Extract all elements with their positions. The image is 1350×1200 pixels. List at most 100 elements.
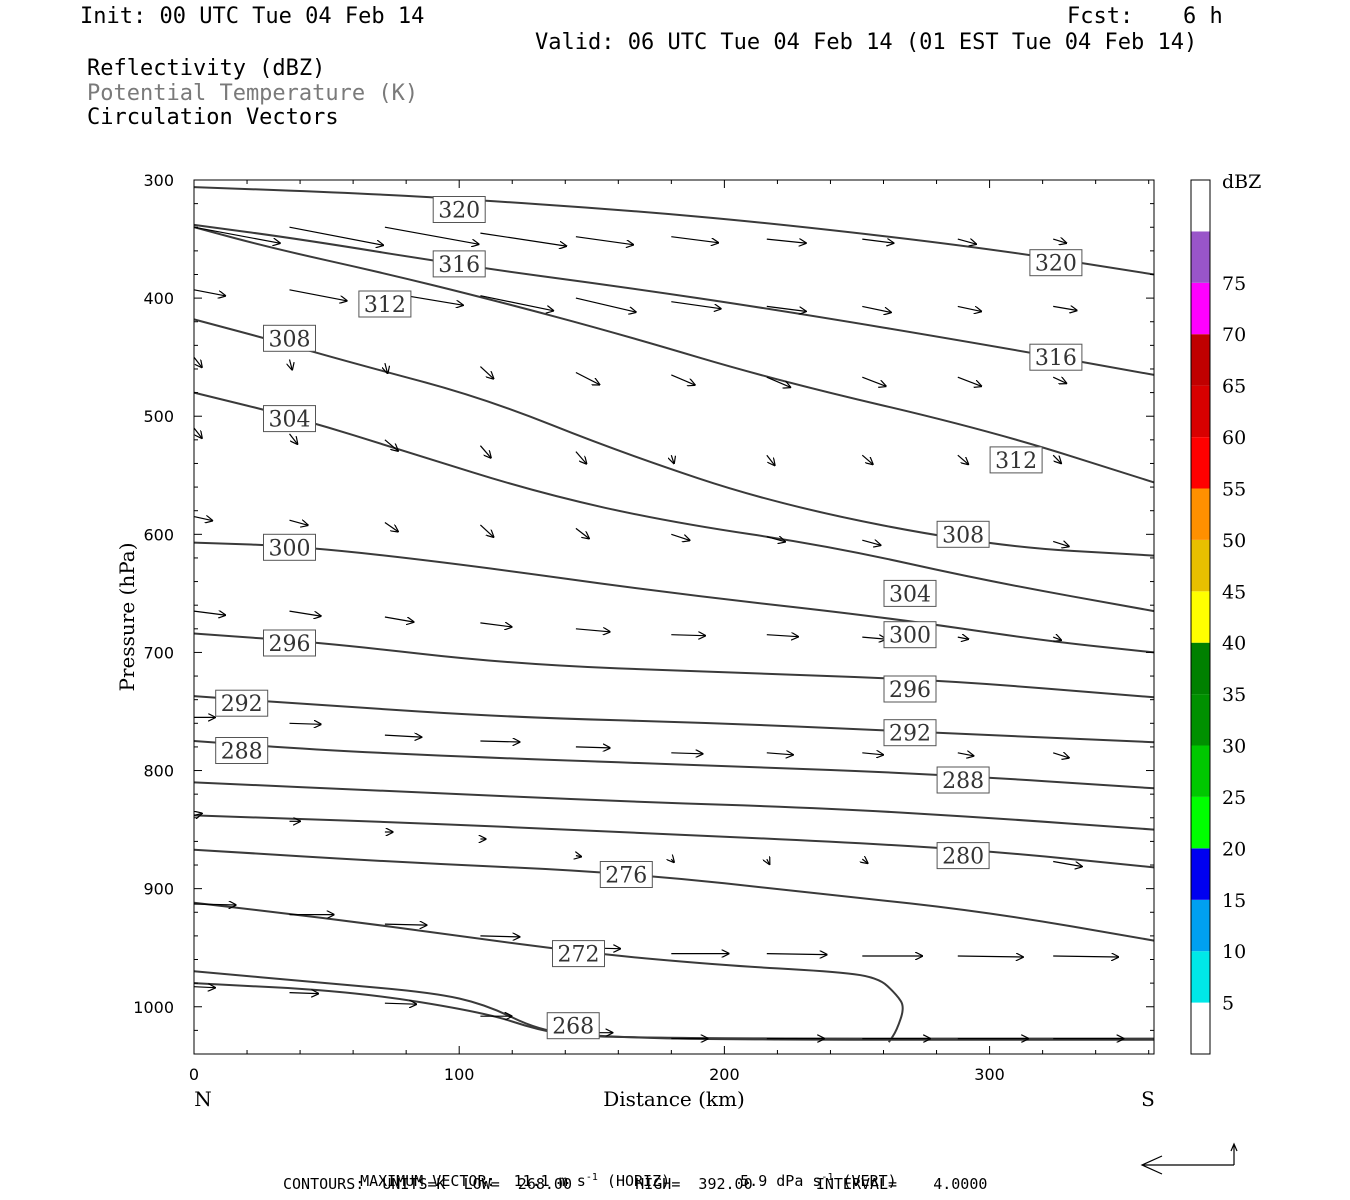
vector-layer (193, 226, 1123, 1038)
circulation-vector (766, 635, 798, 637)
svg-text:288: 288 (942, 769, 984, 794)
contour-label-320: 320 (1029, 249, 1083, 277)
contour-label-268: 268 (546, 1012, 600, 1040)
circulation-vector (289, 226, 384, 245)
circulation-vector (957, 637, 968, 639)
circulation-vector (766, 537, 785, 542)
circulation-vector (384, 439, 398, 451)
circulation-vector (862, 239, 893, 243)
circulation-vector (193, 987, 215, 988)
circulation-vector (1053, 541, 1069, 546)
colorbar-segment (1191, 1002, 1210, 1054)
circulation-vector (480, 295, 553, 311)
reference-vector (1140, 1142, 1238, 1175)
circulation-vector (862, 753, 883, 755)
svg-text:304: 304 (269, 408, 311, 433)
contour-layer (193, 186, 1155, 1043)
circulation-vector (193, 611, 225, 615)
circulation-vector (385, 362, 388, 373)
forecast-hour: 6 h (1183, 4, 1223, 29)
contour-line-284 (193, 781, 1155, 831)
x-tick-label: 300 (974, 1065, 1005, 1084)
contour-label-308: 308 (936, 520, 990, 548)
circulation-vector (384, 616, 414, 622)
circulation-vector (862, 540, 880, 545)
contour-label-292: 292 (883, 719, 937, 747)
contour-line-312 (193, 226, 1155, 484)
circulation-vector (193, 289, 225, 296)
circulation-vector (671, 301, 720, 309)
colorbar-segment (1191, 385, 1210, 437)
y-tick-label: 600 (143, 525, 174, 544)
circulation-vector (1052, 377, 1066, 383)
circulation-vector (957, 956, 1023, 957)
colorbar-segment (1191, 282, 1210, 335)
circulation-vector (479, 524, 493, 537)
field-circulation-vectors: Circulation Vectors (87, 105, 339, 130)
colorbar-segment (1191, 848, 1210, 900)
circulation-vector (193, 226, 280, 243)
colorbar-segment (1191, 694, 1210, 746)
contour-label-288: 288 (215, 737, 269, 765)
x-tick-label: 0 (189, 1065, 199, 1084)
circulation-vector (384, 226, 479, 244)
colorbar-tick-label: 40 (1222, 633, 1246, 655)
y-tick-label: 400 (143, 289, 174, 308)
svg-text:268: 268 (552, 1015, 594, 1040)
circulation-vector (289, 723, 321, 724)
valid-time: Valid: 06 UTC Tue 04 Feb 14 (01 EST Tue … (535, 30, 1198, 55)
svg-text:280: 280 (942, 845, 984, 870)
contour-label-316: 316 (1029, 343, 1083, 371)
contour-line-288 (193, 740, 1155, 790)
circulation-vector (480, 623, 511, 627)
svg-text:320: 320 (438, 199, 480, 224)
circulation-vector (671, 635, 705, 636)
colorbar-tick-label: 45 (1222, 581, 1246, 603)
contour-line-272 (193, 901, 904, 1043)
contour-info: CONTOURS: UNITS=K LOW= 268.00 HIGH= 392.… (283, 1175, 988, 1193)
circulation-vector (1053, 956, 1118, 957)
svg-text:308: 308 (942, 523, 984, 548)
circulation-vector (1053, 753, 1069, 758)
colorbar-segment (1191, 231, 1210, 283)
contour-line-276 (193, 848, 1155, 942)
field-reflectivity: Reflectivity (dBZ) (87, 56, 326, 81)
circulation-vector (766, 753, 793, 755)
contour-line-280 (193, 814, 1155, 869)
circulation-vector (480, 936, 519, 937)
colorbar-tick-label: 15 (1222, 890, 1246, 912)
contour-label-304: 304 (263, 405, 316, 433)
svg-text:316: 316 (1035, 346, 1077, 371)
colorbar-segment (1191, 334, 1210, 386)
svg-text:292: 292 (889, 722, 931, 747)
contour-label-296: 296 (263, 629, 316, 657)
colorbar-title: dBZ (1222, 171, 1261, 193)
circulation-vector (193, 813, 202, 815)
contour-label-288: 288 (936, 766, 990, 794)
contour-label-276: 276 (599, 861, 653, 889)
colorbar-tick-label: 10 (1222, 941, 1246, 963)
colorbar-segment (1191, 437, 1210, 489)
svg-text:292: 292 (221, 692, 263, 717)
circulation-vector (957, 239, 976, 244)
circulation-vector (575, 629, 610, 632)
circulation-vector (575, 371, 599, 385)
x-tick-label: 100 (444, 1065, 475, 1084)
circulation-vector (1053, 860, 1082, 867)
contour-line-300 (193, 541, 1155, 654)
circulation-vector (766, 305, 806, 311)
circulation-vector (575, 297, 636, 312)
circulation-vector (290, 359, 293, 370)
svg-text:320: 320 (1035, 252, 1077, 277)
svg-text:300: 300 (269, 536, 311, 561)
circulation-vector (862, 376, 885, 386)
colorbar-tick-label: 20 (1222, 838, 1246, 860)
circulation-vector (289, 993, 319, 994)
circulation-vector (193, 427, 202, 438)
x-tick-label: 200 (709, 1065, 740, 1084)
circulation-vector (575, 236, 633, 245)
contour-line-316 (193, 223, 1155, 376)
colorbar-tick-label: 30 (1222, 736, 1246, 758)
circulation-vector (576, 856, 581, 857)
